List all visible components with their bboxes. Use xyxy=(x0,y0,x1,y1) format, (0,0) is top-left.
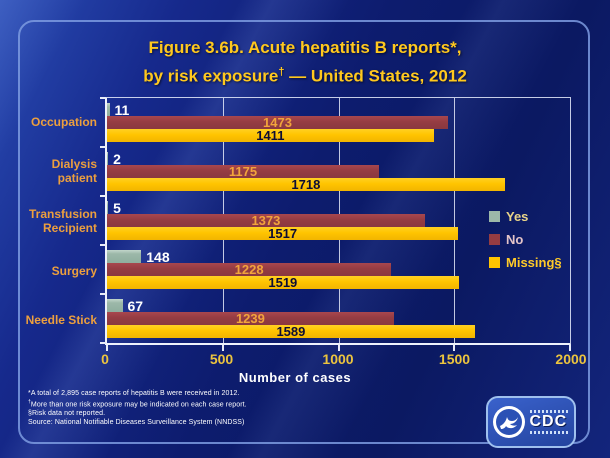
y-axis-tick-mark xyxy=(100,293,106,295)
bar-row: 148 1228 1519 xyxy=(107,245,570,294)
bar-value-label: 1519 xyxy=(268,275,298,290)
legend: Yes No Missing§ xyxy=(489,209,562,278)
bar-value-label: 1411 xyxy=(256,128,285,143)
cdc-logo-stripe-bottom xyxy=(529,431,570,434)
hhs-eagle-icon xyxy=(499,417,518,429)
bar-value-label: 148 xyxy=(146,249,170,265)
legend-label: No xyxy=(506,232,524,247)
y-axis-tick-mark xyxy=(100,195,106,197)
y-axis-tick-mark xyxy=(100,342,106,344)
bar-no-occupation: 1473 xyxy=(107,116,448,129)
legend-swatch xyxy=(489,257,500,268)
bar-row: 11 1473 1411 xyxy=(107,98,570,147)
x-axis-tick-label: 2000 xyxy=(555,351,587,367)
legend-item: Missing§ xyxy=(489,255,562,270)
plot-area: 11 1473 1411 2 1175 1718 5 1373 1517 148 1228 1519 6… xyxy=(100,97,571,351)
cdc-logo-text: CDC xyxy=(529,413,568,430)
category-label: Occupation xyxy=(30,114,97,129)
bar-value-label: 1718 xyxy=(291,177,321,192)
gridline xyxy=(454,98,456,343)
bar-no-surgery: 1228 xyxy=(107,262,392,277)
x-axis-tick-mark xyxy=(221,345,224,351)
bar-value-label: 1517 xyxy=(268,226,298,241)
bar-yes-needle-stick: 67 xyxy=(107,298,143,314)
bar-yes-occupation: 11 xyxy=(107,102,129,118)
bar-row: 5 1373 1517 xyxy=(107,196,570,245)
bar-row: 67 1239 1589 xyxy=(107,294,570,343)
hhs-seal-icon xyxy=(492,406,525,438)
category-label: Surgery xyxy=(51,263,97,278)
category-label: Dialysis patient xyxy=(51,157,97,186)
category-label: Needle Stick xyxy=(25,313,97,328)
bar-value-label: 67 xyxy=(127,298,144,314)
footnote-line: §Risk data not reported. xyxy=(28,410,106,418)
legend-item: No xyxy=(489,232,562,247)
chart-title: Figure 3.6b. Acute hepatitis B reports*,… xyxy=(50,36,560,89)
x-axis-tick-label: 500 xyxy=(209,351,234,367)
bar-value-label: 5 xyxy=(113,200,121,216)
y-axis-tick-mark xyxy=(100,146,106,148)
x-axis-tick-mark xyxy=(453,345,456,351)
chart-title-line1: Figure 3.6b. Acute hepatitis B reports*, xyxy=(148,38,462,57)
bar-yes-surgery: 148 xyxy=(107,249,170,265)
y-axis-tick-mark xyxy=(100,244,106,246)
x-axis-tick-label: 1000 xyxy=(322,351,354,367)
x-axis-tick-mark xyxy=(569,345,571,351)
chart-title-line2: by risk exposure† — United States, 2012 xyxy=(143,66,467,86)
x-axis-title: Number of cases xyxy=(238,370,352,385)
bar-rows: 11 1473 1411 2 1175 1718 5 1373 1517 148 1228 1519 6… xyxy=(107,98,570,343)
x-axis-tick-mark xyxy=(337,345,340,351)
category-label: Transfusion Recipient xyxy=(28,206,97,235)
slide-panel-border xyxy=(18,20,590,444)
bar-no-transfusion-recipient: 1373 xyxy=(107,214,425,227)
cdc-logo: CDC xyxy=(486,396,576,448)
footnote-line: *A total of 2,895 case reports of hepati… xyxy=(28,390,240,397)
bar-value-label: 1589 xyxy=(276,324,306,339)
bar-missing-transfusion-recipient: 1517 xyxy=(107,226,459,241)
bar-missing-surgery: 1519 xyxy=(107,276,459,289)
cdc-logo-stripe-top xyxy=(529,410,570,413)
legend-swatch xyxy=(489,211,500,222)
bar-missing-needle-stick: 1589 xyxy=(107,325,475,338)
bar-no-dialysis-patient: 1175 xyxy=(107,165,379,178)
footnote-line: Source: National Notifiable Diseases Sur… xyxy=(28,419,245,427)
bar-value-label: 1228 xyxy=(234,262,264,277)
legend-label: Yes xyxy=(506,209,529,224)
x-axis-tick-labels: 0 500 1000 1500 2000 xyxy=(101,351,586,367)
bar-value-label: 1239 xyxy=(235,311,265,326)
bar-value-label: 1373 xyxy=(251,213,281,228)
bar-value-label: 1175 xyxy=(228,164,258,179)
y-axis-category-labels: Occupation Dialysis patient Transfusion Re… xyxy=(18,97,102,345)
bar-missing-occupation: 1411 xyxy=(107,129,434,142)
footnotes: *A total of 2,895 case reports of hepati… xyxy=(28,389,247,427)
x-axis-tick-label: 1500 xyxy=(438,351,471,367)
bar-no-needle-stick: 1239 xyxy=(107,312,394,325)
legend-label: Missing§ xyxy=(506,255,562,270)
legend-item: Yes xyxy=(489,209,562,224)
cdc-logo-text-block: CDC xyxy=(529,409,570,435)
bar-yes-transfusion-recipient: 5 xyxy=(107,200,121,216)
bar-value-label: 1473 xyxy=(263,115,292,130)
x-axis-tick-mark xyxy=(106,345,108,351)
x-axis-tick-label: 0 xyxy=(101,351,109,367)
dagger-superscript: † xyxy=(278,66,285,78)
bar-value-label: 2 xyxy=(113,151,121,167)
bar-value-label: 11 xyxy=(114,102,130,118)
legend-swatch xyxy=(489,234,500,245)
footnote-line: †More than one risk exposure may be indi… xyxy=(28,399,247,409)
bar-yes-dialysis-patient: 2 xyxy=(107,151,121,167)
bar-row: 2 1175 1718 xyxy=(107,147,570,196)
y-axis-tick-mark xyxy=(100,97,106,99)
bar-missing-dialysis-patient: 1718 xyxy=(107,178,505,191)
